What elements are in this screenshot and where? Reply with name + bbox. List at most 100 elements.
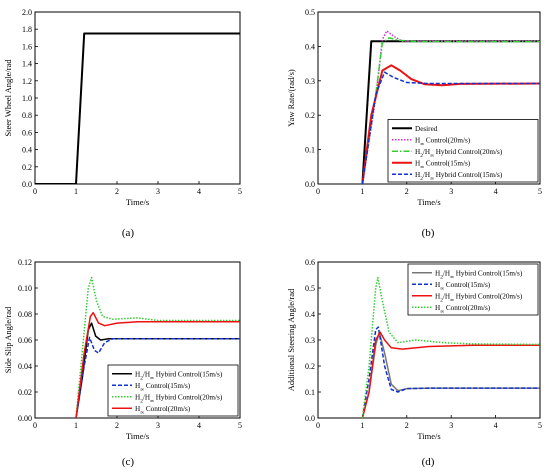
series-group [75, 276, 240, 418]
legend-entry: H2/H∞ Hybird Control(15m/s) [435, 269, 523, 280]
x-tick-label: 0 [316, 187, 320, 196]
legend-box [387, 119, 539, 183]
chart-panel-a: 0 1 2 3 4 5 0.0 0.2 0.4 0.6 0.8 1.0 1.2 1.4 1.6 1.8 2.0 T… [3, 8, 242, 207]
y-axis-label: Side Slip Angle/rad [3, 306, 13, 373]
series-line-2 [75, 336, 240, 418]
x-tick-label: 2 [405, 421, 409, 430]
y-tick-label: 0.00 [18, 414, 32, 423]
y-tick-label: 0.3 [305, 336, 315, 345]
x-tick-label: 5 [238, 421, 242, 430]
x-tick-label: 0 [316, 421, 320, 430]
y-tick-label: 0.12 [18, 258, 32, 267]
panel-label-d: (d) [422, 456, 435, 468]
y-axis-label: Steer Wheel Angle/rad [3, 59, 13, 137]
x-axis-label: Time/s [126, 431, 149, 441]
y-tick-label: 0.08 [18, 310, 32, 319]
legend-entry: H∞ Control(15m/s) [435, 281, 491, 292]
y-tick-label: 0.2 [22, 163, 32, 172]
x-tick-label: 5 [538, 421, 542, 430]
y-tick-label: 0.0 [22, 180, 32, 189]
x-tick-label: 5 [538, 187, 542, 196]
x-tick-label: 0 [33, 187, 37, 196]
y-tick-label: 0.1 [305, 146, 315, 155]
y-tick-label: 0.10 [18, 284, 32, 293]
x-axis-label: Time/s [126, 197, 149, 207]
x-tick-label: 1 [360, 421, 364, 430]
series-line-3 [361, 37, 540, 184]
x-tick-label: 1 [360, 187, 364, 196]
plot-frame [34, 11, 241, 185]
chart-panel-d: 0 1 2 3 4 5 0.0 0.1 0.2 0.3 0.4 0.5 0.6 Time/s Additio… [286, 258, 542, 441]
series-line-1 [35, 32, 240, 184]
y-tick-label: 0.3 [305, 77, 315, 86]
x-tick-label: 2 [115, 421, 119, 430]
y-tick-label: 0.4 [22, 146, 32, 155]
y-tick-label: 1.0 [22, 94, 32, 103]
x-tick-label: 2 [115, 187, 119, 196]
y-tick-label: 0.6 [22, 128, 32, 137]
legend-entry: H2/H∞ Hybrid Control(15m/s) [415, 171, 503, 182]
y-tick-label: 1.8 [22, 25, 32, 34]
chart-panel-b: 0 1 2 3 4 5 0.0 0.1 0.2 0.3 0.4 0.5 Time/s Yaw Rate/(… [286, 8, 542, 207]
legend: H2/H∞ Hybird Control(15m/s)H∞ Control(15… [107, 364, 239, 417]
x-tick-label: 2 [405, 187, 409, 196]
legend-entry: H2/H∞ Hybird Control(20m/s) [435, 292, 523, 303]
x-tick-label: 1 [74, 187, 78, 196]
series-group [361, 276, 540, 418]
y-tick-label: 0.5 [305, 8, 315, 17]
x-tick-label: 5 [238, 187, 242, 196]
y-tick-label: 0.06 [18, 336, 32, 345]
panel-label-a: (a) [122, 227, 135, 239]
x-tick-label: 4 [197, 421, 201, 430]
legend-entry: H∞ Control(15m/s) [415, 159, 471, 170]
legend-entry: H∞ Control(15m/s) [135, 382, 191, 393]
x-tick-label: 3 [156, 421, 160, 430]
y-tick-label: 1.4 [22, 60, 32, 69]
x-tick-label: 4 [494, 187, 498, 196]
x-axis-label: Time/s [417, 431, 440, 441]
x-tick-label: 0 [33, 421, 37, 430]
y-tick-label: 0.6 [305, 258, 315, 267]
series-line-2 [361, 326, 540, 418]
plot-frame [317, 11, 541, 185]
chart-panel-c: 0 1 2 3 4 5 0.00 0.02 0.04 0.06 0.08 0.10 0.12 Time/s… [3, 258, 242, 441]
y-tick-label: 0.04 [18, 362, 32, 371]
panel-label-b: (b) [422, 227, 435, 239]
panel-label-c: (c) [122, 456, 135, 468]
series-group [35, 32, 240, 184]
legend-entry: H2/H∞ Hybrid Control(20m/s) [415, 148, 503, 159]
series-line-5 [361, 71, 540, 184]
y-tick-label: 1.2 [22, 77, 32, 86]
y-tick-label: 0.0 [305, 414, 315, 423]
y-tick-label: 2.0 [22, 8, 32, 17]
y-tick-label: 0.4 [305, 42, 315, 51]
legend-entry: H2/H∞ Hybird Control(15m/s) [135, 370, 223, 381]
x-tick-label: 3 [449, 421, 453, 430]
y-tick-label: 1.6 [22, 42, 32, 51]
legend-entry: H2/H∞ Hybird Control(20m/s) [135, 393, 223, 404]
y-tick-label: 0.0 [305, 180, 315, 189]
legend: H2/H∞ Hybird Control(15m/s)H∞ Control(15… [407, 263, 539, 316]
x-tick-label: 3 [156, 187, 160, 196]
x-tick-label: 3 [449, 187, 453, 196]
legend-entry: H∞ Control(20m/s) [135, 405, 191, 416]
legend-entry: Desired [415, 125, 438, 133]
y-axis-label: Additional Steering Angle/rad [286, 288, 296, 391]
series-group [361, 30, 540, 184]
y-tick-label: 0.5 [305, 284, 315, 293]
y-tick-label: 0.02 [18, 388, 32, 397]
y-tick-label: 0.2 [305, 362, 315, 371]
x-axis-label: Time/s [417, 197, 440, 207]
x-tick-label: 4 [197, 187, 201, 196]
y-tick-label: 0.4 [305, 310, 315, 319]
legend-entry: H∞ Control(20m/s) [435, 304, 491, 315]
y-axis-label: Yaw Rate/(rad/s) [286, 69, 296, 127]
series-line-4 [75, 311, 240, 418]
y-tick-label: 0.8 [22, 111, 32, 120]
series-line-3 [361, 331, 540, 418]
y-tick-label: 0.2 [305, 111, 315, 120]
x-tick-label: 4 [494, 421, 498, 430]
x-tick-label: 1 [74, 421, 78, 430]
